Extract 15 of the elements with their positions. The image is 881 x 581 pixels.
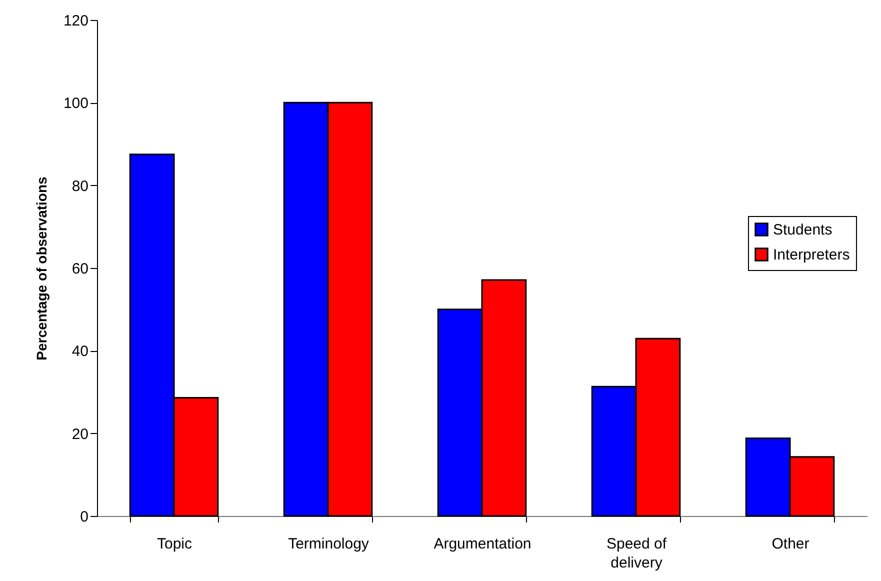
y-tick-label: 120 [63,12,88,30]
x-tick-label: Other [772,536,810,552]
legend-label: Students [773,222,832,238]
y-tick-label: 20 [72,426,88,443]
y-tick-label: 80 [72,178,88,195]
y-tick-label: 100 [63,95,88,112]
x-tick-label: Topic [156,536,192,552]
y-axis-title: Percentage of observations [33,176,50,360]
x-tick-label: Speed of delivery [606,536,668,572]
x-tick-label: Terminology [288,536,370,552]
legend-label: Interpreters [773,246,850,264]
y-tick-label: 40 [72,343,88,360]
x-tick-label: Argumentation [434,536,532,552]
y-tick-label: 0 [80,508,88,526]
y-tick-label: 60 [72,260,88,278]
